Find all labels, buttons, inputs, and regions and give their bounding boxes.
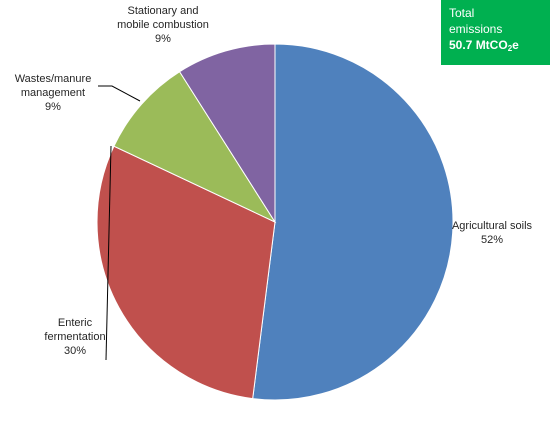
slice-label-wastes-manure: Wastes/manure management 9% <box>14 73 92 113</box>
total-value: 50.7 MtCO2e <box>449 38 519 53</box>
total-emissions-box: Total emissions 50.7 MtCO2e <box>441 0 550 65</box>
slice-wastes-manure <box>113 71 277 224</box>
slice-agricultural-soils <box>252 43 454 401</box>
slice-enteric-fermentation <box>96 145 276 400</box>
leader-line-enteric <box>105 145 112 361</box>
slice-label-enteric-fermentation: Enteric fermentation 30% <box>44 317 106 357</box>
total-label-line1: Total <box>449 6 475 20</box>
leader-line-wastes <box>98 85 141 102</box>
slice-label-combustion: Stationary and mobile combustion 9% <box>117 5 209 45</box>
slice-label-agricultural-soils: Agricultural soils 52% <box>451 220 533 246</box>
total-label-line2: emissions <box>449 22 503 36</box>
slice-combustion <box>178 43 276 224</box>
